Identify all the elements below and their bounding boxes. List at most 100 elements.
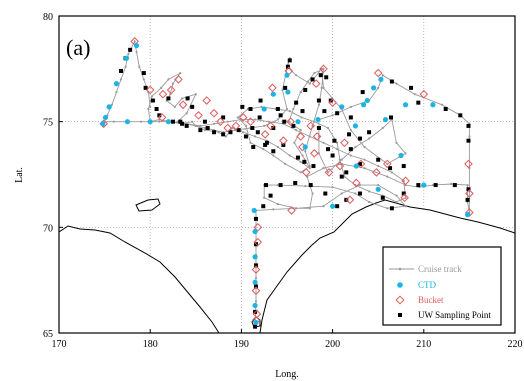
- bucket-point: [306, 121, 316, 131]
- bucket-point: [246, 117, 255, 126]
- track-point: [367, 137, 371, 140]
- track-point: [386, 207, 389, 210]
- track-point: [124, 65, 127, 68]
- bucket-point: [464, 159, 473, 169]
- uw-sampling-point: [380, 195, 385, 200]
- track-point: [292, 107, 295, 111]
- track-point: [468, 135, 471, 138]
- uw-sampling-point: [376, 157, 381, 162]
- uw-sampling-point: [285, 64, 290, 69]
- bucket-point: [260, 130, 270, 139]
- uw-sampling-point: [171, 119, 175, 124]
- bucket-point: [311, 79, 321, 88]
- bucket-point: [252, 309, 262, 319]
- bucket-point: [238, 113, 248, 122]
- legend-uw-swatch: [398, 313, 402, 317]
- track-point: [331, 114, 334, 117]
- uw-sampling-point: [357, 191, 362, 196]
- bucket-point: [279, 136, 288, 145]
- track-point: [217, 131, 220, 134]
- track-point: [313, 71, 316, 75]
- uw-sampling-point: [389, 206, 394, 211]
- uw-sampling-point: [271, 149, 276, 154]
- bucket-point: [286, 117, 295, 126]
- track-point: [308, 82, 311, 85]
- track-point: [149, 105, 152, 108]
- uw-sampling-point: [283, 85, 288, 90]
- cruise-track-dots: [101, 40, 471, 326]
- track-point: [191, 120, 194, 123]
- uw-sampling-point: [293, 180, 298, 185]
- uw-sampling-point: [318, 73, 323, 78]
- ctd-point: [102, 114, 109, 121]
- uw-sampling-point: [157, 113, 162, 118]
- uw-sampling-point: [271, 126, 276, 131]
- bucket-point: [266, 121, 275, 131]
- ctd-point: [251, 207, 257, 214]
- legend-ctd-swatch: [397, 282, 403, 288]
- bucket-point: [345, 195, 355, 205]
- bucket-point: [194, 111, 203, 120]
- track-point: [299, 129, 302, 132]
- track-point: [231, 126, 234, 130]
- legend-label: Bucket: [418, 295, 444, 305]
- ctd-point: [113, 81, 120, 87]
- bucket-point: [145, 85, 155, 95]
- x-tick-label: 190: [234, 339, 249, 350]
- ctd-point: [421, 182, 427, 188]
- uw-sampling-point: [335, 204, 340, 209]
- bucket-point: [356, 159, 366, 169]
- track-point: [181, 97, 184, 100]
- y-tick-label: 65: [43, 329, 53, 340]
- track-point: [322, 205, 325, 208]
- track-point: [377, 86, 380, 89]
- bucket-point: [223, 123, 233, 133]
- ctd-point: [430, 102, 436, 108]
- track-point: [466, 183, 469, 187]
- bucket-point: [328, 98, 337, 107]
- track-point: [404, 205, 407, 208]
- ctd-point: [361, 102, 367, 108]
- track-point: [308, 207, 311, 210]
- uw-sampling-point: [416, 183, 421, 188]
- track-point: [119, 78, 123, 81]
- track-point: [135, 50, 138, 54]
- track-point: [395, 82, 398, 85]
- track-point: [254, 300, 258, 303]
- uw-sampling-point: [433, 183, 438, 188]
- track-point: [249, 141, 252, 144]
- uw-sampling-point: [367, 130, 372, 135]
- ctd-point: [106, 104, 112, 110]
- ctd-point: [284, 72, 290, 78]
- uw-sampling-point: [295, 155, 300, 160]
- track-point: [311, 192, 314, 195]
- ctd-point: [261, 106, 267, 112]
- ctd-point: [402, 102, 409, 108]
- bucket-point: [352, 178, 361, 188]
- uw-sampling-point: [264, 183, 269, 188]
- track-point: [404, 196, 407, 199]
- uw-sampling-point: [268, 193, 273, 198]
- track-point: [349, 154, 352, 157]
- track-point: [236, 116, 239, 119]
- ctd-point: [252, 254, 258, 260]
- track-point: [254, 276, 258, 280]
- track-point: [199, 124, 202, 127]
- track-point: [110, 103, 113, 106]
- track-point: [306, 80, 310, 83]
- uw-sampling-point: [294, 100, 299, 105]
- ctd-point: [285, 89, 291, 95]
- track-point: [150, 95, 154, 98]
- track-point: [386, 162, 389, 166]
- uw-sampling-point: [360, 90, 365, 95]
- uw-sampling-point: [323, 191, 328, 196]
- track-point: [295, 129, 298, 132]
- ctd-point: [147, 119, 153, 125]
- uw-sampling-point: [261, 204, 266, 209]
- track-point: [301, 154, 304, 157]
- bucket-point: [373, 68, 383, 78]
- y-axis-label: Lat.: [14, 167, 25, 183]
- track-point: [326, 171, 330, 174]
- bucket-point: [287, 206, 296, 215]
- ctd-point: [252, 302, 258, 309]
